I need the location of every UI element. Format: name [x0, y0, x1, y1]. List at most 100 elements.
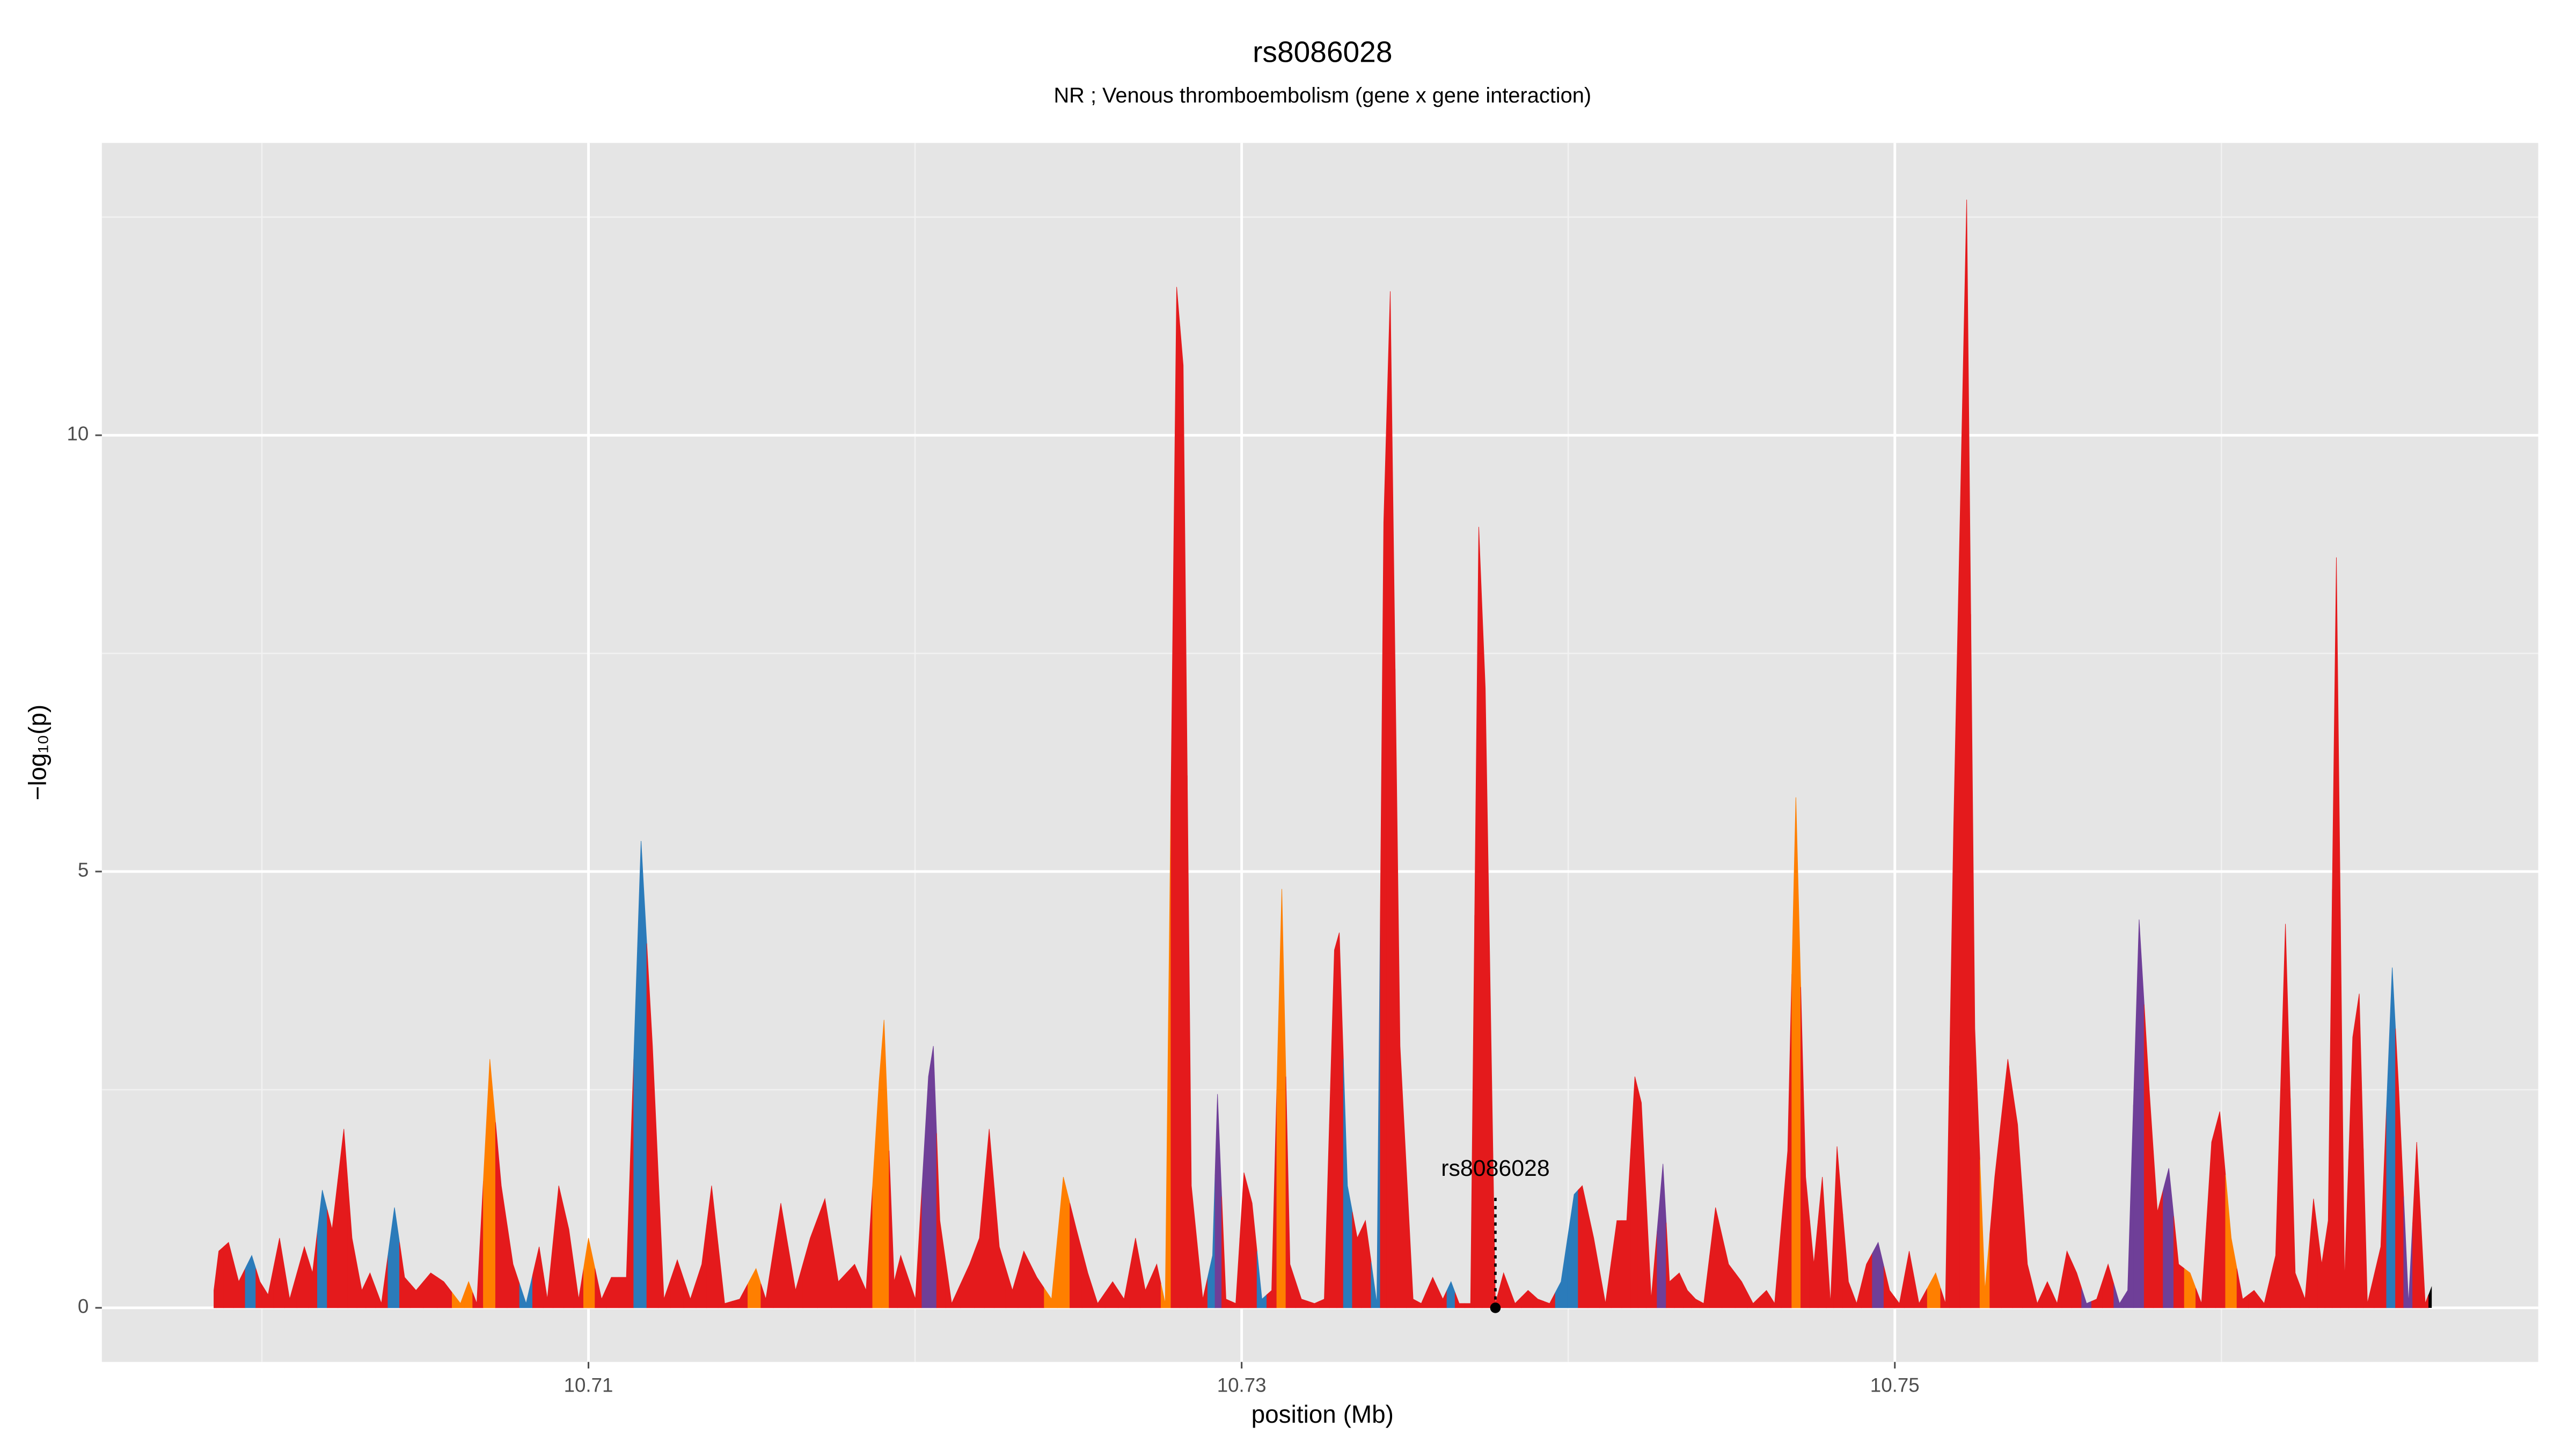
area-segment — [1465, 915, 1475, 1308]
area-segment — [2001, 1059, 2013, 1308]
area-segment — [1197, 1242, 1208, 1308]
area-segment — [1567, 1189, 1579, 1308]
area-segment — [2102, 1263, 2114, 1308]
area-segment — [1140, 1264, 1152, 1308]
area-segment — [2163, 1168, 2174, 1308]
area-segment — [1295, 1282, 1308, 1308]
area-segment — [1683, 1281, 1692, 1308]
area-segment — [2236, 1268, 2249, 1308]
area-segment — [1852, 1284, 1862, 1308]
area-segment — [387, 1207, 400, 1308]
area-segment — [1005, 1268, 1019, 1308]
area-segment — [760, 1251, 774, 1308]
area-segment — [1118, 1268, 1130, 1308]
area-segment — [831, 1240, 847, 1308]
area-segment — [1343, 1059, 1353, 1308]
area-segment — [1637, 1089, 1647, 1308]
area-segment — [1509, 1288, 1522, 1308]
area-segment — [2215, 1111, 2226, 1308]
area-segment — [1352, 1212, 1362, 1308]
area-segment — [255, 1268, 265, 1308]
area-segment — [233, 1262, 246, 1308]
area-segment — [1214, 1094, 1222, 1308]
area-segment — [2386, 967, 2396, 1308]
area-segment — [296, 1246, 309, 1308]
area-segment — [347, 1183, 357, 1308]
area-segment — [1180, 326, 1188, 1308]
area-segment — [921, 1061, 932, 1308]
area-segment — [1187, 775, 1198, 1308]
y-tick-label: 0 — [78, 1296, 89, 1318]
area-segment — [437, 1277, 452, 1308]
area-segment — [1406, 1172, 1418, 1308]
area-segment — [1927, 1272, 1941, 1308]
area-segment — [2206, 1126, 2216, 1308]
area-segment — [2355, 993, 2364, 1308]
annotation-point — [1490, 1302, 1501, 1313]
area-segment — [2420, 1223, 2429, 1308]
area-segment — [356, 1264, 367, 1308]
area-segment — [464, 1280, 473, 1308]
area-segment — [1657, 1163, 1667, 1308]
area-segment — [1499, 1272, 1510, 1308]
area-segment — [1666, 1223, 1675, 1308]
area-segment — [2280, 924, 2291, 1308]
area-segment — [2143, 1004, 2154, 1308]
area-segment — [1329, 941, 1337, 1308]
area-segment — [2133, 919, 2145, 1308]
area-segment — [606, 1277, 619, 1308]
area-segment — [2348, 1015, 2357, 1308]
area-segment — [817, 1197, 832, 1308]
area-segment — [1521, 1290, 1533, 1308]
area-segment — [1256, 1251, 1267, 1308]
area-segment — [1395, 668, 1407, 1308]
area-segment — [1081, 1251, 1093, 1308]
area-segment — [846, 1263, 861, 1308]
area-segment — [1791, 797, 1801, 1308]
area-segment — [1319, 1124, 1330, 1308]
area-segment — [1970, 614, 1980, 1308]
x-tick-label: 10.75 — [1870, 1374, 1920, 1396]
area-segment — [1861, 1253, 1873, 1308]
y-axis-title: −log₁₀(p) — [24, 705, 52, 801]
area-segment — [1267, 1089, 1277, 1308]
x-tick-label: 10.71 — [564, 1374, 613, 1396]
area-segment — [1801, 987, 1810, 1308]
area-segment — [2052, 1277, 2062, 1308]
area-segment — [273, 1238, 285, 1308]
area-segment — [718, 1245, 733, 1308]
area-segment — [375, 1255, 389, 1308]
x-axis-title: position (Mb) — [1252, 1400, 1394, 1428]
area-segment — [1699, 1255, 1710, 1308]
area-segment — [872, 1050, 882, 1308]
area-segment — [317, 1190, 328, 1308]
area-segment — [2300, 1249, 2310, 1308]
area-segment — [2340, 919, 2349, 1308]
area-segment — [410, 1280, 424, 1308]
area-segment — [507, 1225, 520, 1308]
area-segment — [1417, 1290, 1428, 1308]
area-segment — [1555, 1238, 1568, 1308]
area-segment — [1578, 1185, 1589, 1308]
area-segment — [495, 1122, 508, 1308]
area-segment — [543, 1242, 553, 1308]
area-segment — [1474, 526, 1482, 1308]
area-segment — [284, 1268, 297, 1308]
area-segment — [245, 1255, 257, 1308]
area-segment — [773, 1203, 789, 1308]
area-segment — [1380, 407, 1387, 1308]
area-segment — [1914, 1277, 1928, 1308]
area-segment — [1809, 1220, 1819, 1308]
area-segment — [1630, 1076, 1638, 1308]
area-segment — [2012, 1092, 2023, 1308]
area-segment — [2363, 1148, 2375, 1308]
area-segment — [472, 1181, 484, 1308]
area-segment — [936, 1133, 946, 1308]
area-segment — [573, 1264, 584, 1308]
area-segment — [1454, 1292, 1466, 1308]
area-segment — [788, 1247, 803, 1308]
x-tick-label: 10.73 — [1217, 1374, 1267, 1396]
area-segment — [2270, 1089, 2281, 1308]
area-segment — [2081, 1288, 2092, 1308]
